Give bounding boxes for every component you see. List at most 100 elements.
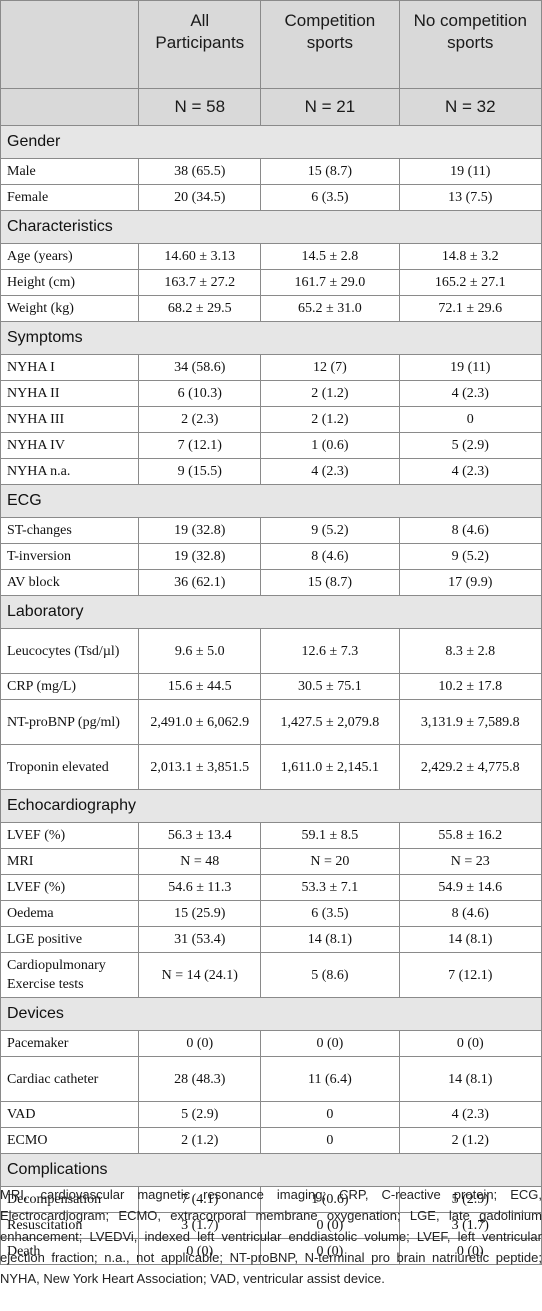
cell-competition-sports: 15 (8.7) [260,569,400,596]
section-title: Laboratory [0,595,542,629]
cell-all-participants: 9.6 ± 5.0 [138,628,262,674]
row-label: Cardiopulmonary Exercise tests [0,952,140,998]
row-label: NYHA IV [0,432,140,459]
row-label: Weight (kg) [0,295,140,322]
cell-no-competition-sports: 4 (2.3) [398,380,542,407]
cell-competition-sports: 65.2 ± 31.0 [260,295,400,322]
cell-no-competition-sports: 3 (1.7) [398,1212,542,1239]
cell-all-participants: 36 (62.1) [138,569,262,596]
cell-no-competition-sports: 165.2 ± 27.1 [398,269,542,296]
row-label: NYHA II [0,380,140,407]
cell-competition-sports: 2 (1.2) [260,380,400,407]
table-row: Oedema 15 (25.9) 6 (3.5) 8 (4.6) [0,900,542,927]
cell-no-competition-sports: 4 (2.3) [398,1101,542,1128]
cell-all-participants: 54.6 ± 11.3 [138,874,262,901]
cell-no-competition-sports: 8 (4.6) [398,900,542,927]
cell-no-competition-sports: 2,429.2 ± 4,775.8 [398,744,542,790]
cell-no-competition-sports: 54.9 ± 14.6 [398,874,542,901]
row-label: NYHA III [0,406,140,433]
cell-all-participants: 19 (32.8) [138,517,262,544]
cell-competition-sports: 0 (0) [260,1238,400,1265]
cell-all-participants: 34 (58.6) [138,354,262,381]
header-n-row: N = 58 N = 21 N = 32 [0,88,542,126]
cell-all-participants: 38 (65.5) [138,158,262,185]
cell-competition-sports: N = 20 [260,848,400,875]
cell-all-participants: N = 14 (24.1) [138,952,262,998]
cell-all-participants: 7 (12.1) [138,432,262,459]
header-cell-competition-sports: Competition sports [260,0,400,89]
row-label: Height (cm) [0,269,140,296]
cell-no-competition-sports: 0 (0) [398,1238,542,1265]
section-header-row: Symptoms [0,321,542,355]
cell-no-competition-sports: 72.1 ± 29.6 [398,295,542,322]
row-label: Death [0,1238,140,1265]
table-row: NYHA II 6 (10.3) 2 (1.2) 4 (2.3) [0,380,542,407]
row-label: Female [0,184,140,211]
table-row: Female 20 (34.5) 6 (3.5) 13 (7.5) [0,184,542,211]
cell-all-participants: 28 (48.3) [138,1056,262,1102]
cell-competition-sports: 0 (0) [260,1030,400,1057]
cell-competition-sports: 0 [260,1101,400,1128]
table-row: CRP (mg/L) 15.6 ± 44.5 30.5 ± 75.1 10.2 ± 1… [0,673,542,700]
cell-competition-sports: 5 (8.6) [260,952,400,998]
row-label: LGE positive [0,926,140,953]
header-cell-all-participants: All Participants [138,0,262,89]
table-row: Decompensation 7 (4.1) 1 (0.6) 5 (2.9) [0,1186,542,1213]
cell-no-competition-sports: 3,131.9 ± 7,589.8 [398,699,542,745]
cell-competition-sports: 4 (2.3) [260,458,400,485]
cell-no-competition-sports: 13 (7.5) [398,184,542,211]
cell-all-participants: 2,013.1 ± 3,851.5 [138,744,262,790]
table-row: NYHA III 2 (2.3) 2 (1.2) 0 [0,406,542,433]
section-title: Devices [0,997,542,1031]
section-header-row: ECG [0,484,542,518]
cell-competition-sports: 15 (8.7) [260,158,400,185]
cell-no-competition-sports: 8 (4.6) [398,517,542,544]
n-cell-no-competition: N = 32 [398,88,542,126]
cell-all-participants: 6 (10.3) [138,380,262,407]
header-cell-no-competition-sports: No competition sports [398,0,542,89]
header-cell-blank [0,0,140,89]
cell-no-competition-sports: 19 (11) [398,158,542,185]
row-label: NT-proBNP (pg/ml) [0,699,140,745]
table-row: T-inversion 19 (32.8) 8 (4.6) 9 (5.2) [0,543,542,570]
table-row: NYHA I 34 (58.6) 12 (7) 19 (11) [0,354,542,381]
table-row: LVEF (%) 54.6 ± 11.3 53.3 ± 7.1 54.9 ± 14.6 [0,874,542,901]
row-label: ECMO [0,1127,140,1154]
cell-all-participants: 9 (15.5) [138,458,262,485]
cell-competition-sports: 1,611.0 ± 2,145.1 [260,744,400,790]
row-label: LVEF (%) [0,822,140,849]
table-row: Cardiopulmonary Exercise tests N = 14 (24… [0,952,542,998]
cell-all-participants: 15 (25.9) [138,900,262,927]
cell-competition-sports: 0 [260,1127,400,1154]
cell-competition-sports: 1,427.5 ± 2,079.8 [260,699,400,745]
cell-competition-sports: 53.3 ± 7.1 [260,874,400,901]
row-label: Oedema [0,900,140,927]
row-label: CRP (mg/L) [0,673,140,700]
cell-all-participants: 2 (2.3) [138,406,262,433]
section-header-row: Gender [0,125,542,159]
table-body: Gender Male 38 (65.5) 15 (8.7) 19 (11) Female… [0,125,542,1265]
row-label: MRI [0,848,140,875]
n-cell-all: N = 58 [138,88,262,126]
table-row: Cardiac catheter 28 (48.3) 11 (6.4) 14 (8.1… [0,1056,542,1102]
cell-competition-sports: 6 (3.5) [260,184,400,211]
cell-no-competition-sports: 14 (8.1) [398,926,542,953]
cell-all-participants: 20 (34.5) [138,184,262,211]
cell-no-competition-sports: 17 (9.9) [398,569,542,596]
table-row: Resuscitation 3 (1.7) 0 (0) 3 (1.7) [0,1212,542,1239]
cell-all-participants: 68.2 ± 29.5 [138,295,262,322]
cell-all-participants: 2,491.0 ± 6,062.9 [138,699,262,745]
row-label: LVEF (%) [0,874,140,901]
table-footnote: MRI, cardiovascular magnetic resonance i… [0,1187,542,1286]
table-row: Weight (kg) 68.2 ± 29.5 65.2 ± 31.0 72.1 ± … [0,295,542,322]
section-title: Characteristics [0,210,542,244]
cell-no-competition-sports: N = 23 [398,848,542,875]
section-header-row: Echocardiography [0,789,542,823]
cell-competition-sports: 12 (7) [260,354,400,381]
row-label: Male [0,158,140,185]
cell-competition-sports: 2 (1.2) [260,406,400,433]
row-label: Age (years) [0,243,140,270]
table-row: VAD 5 (2.9) 0 4 (2.3) [0,1101,542,1128]
table-row: Troponin elevated 2,013.1 ± 3,851.5 1,611.… [0,744,542,790]
row-label: Troponin elevated [0,744,140,790]
